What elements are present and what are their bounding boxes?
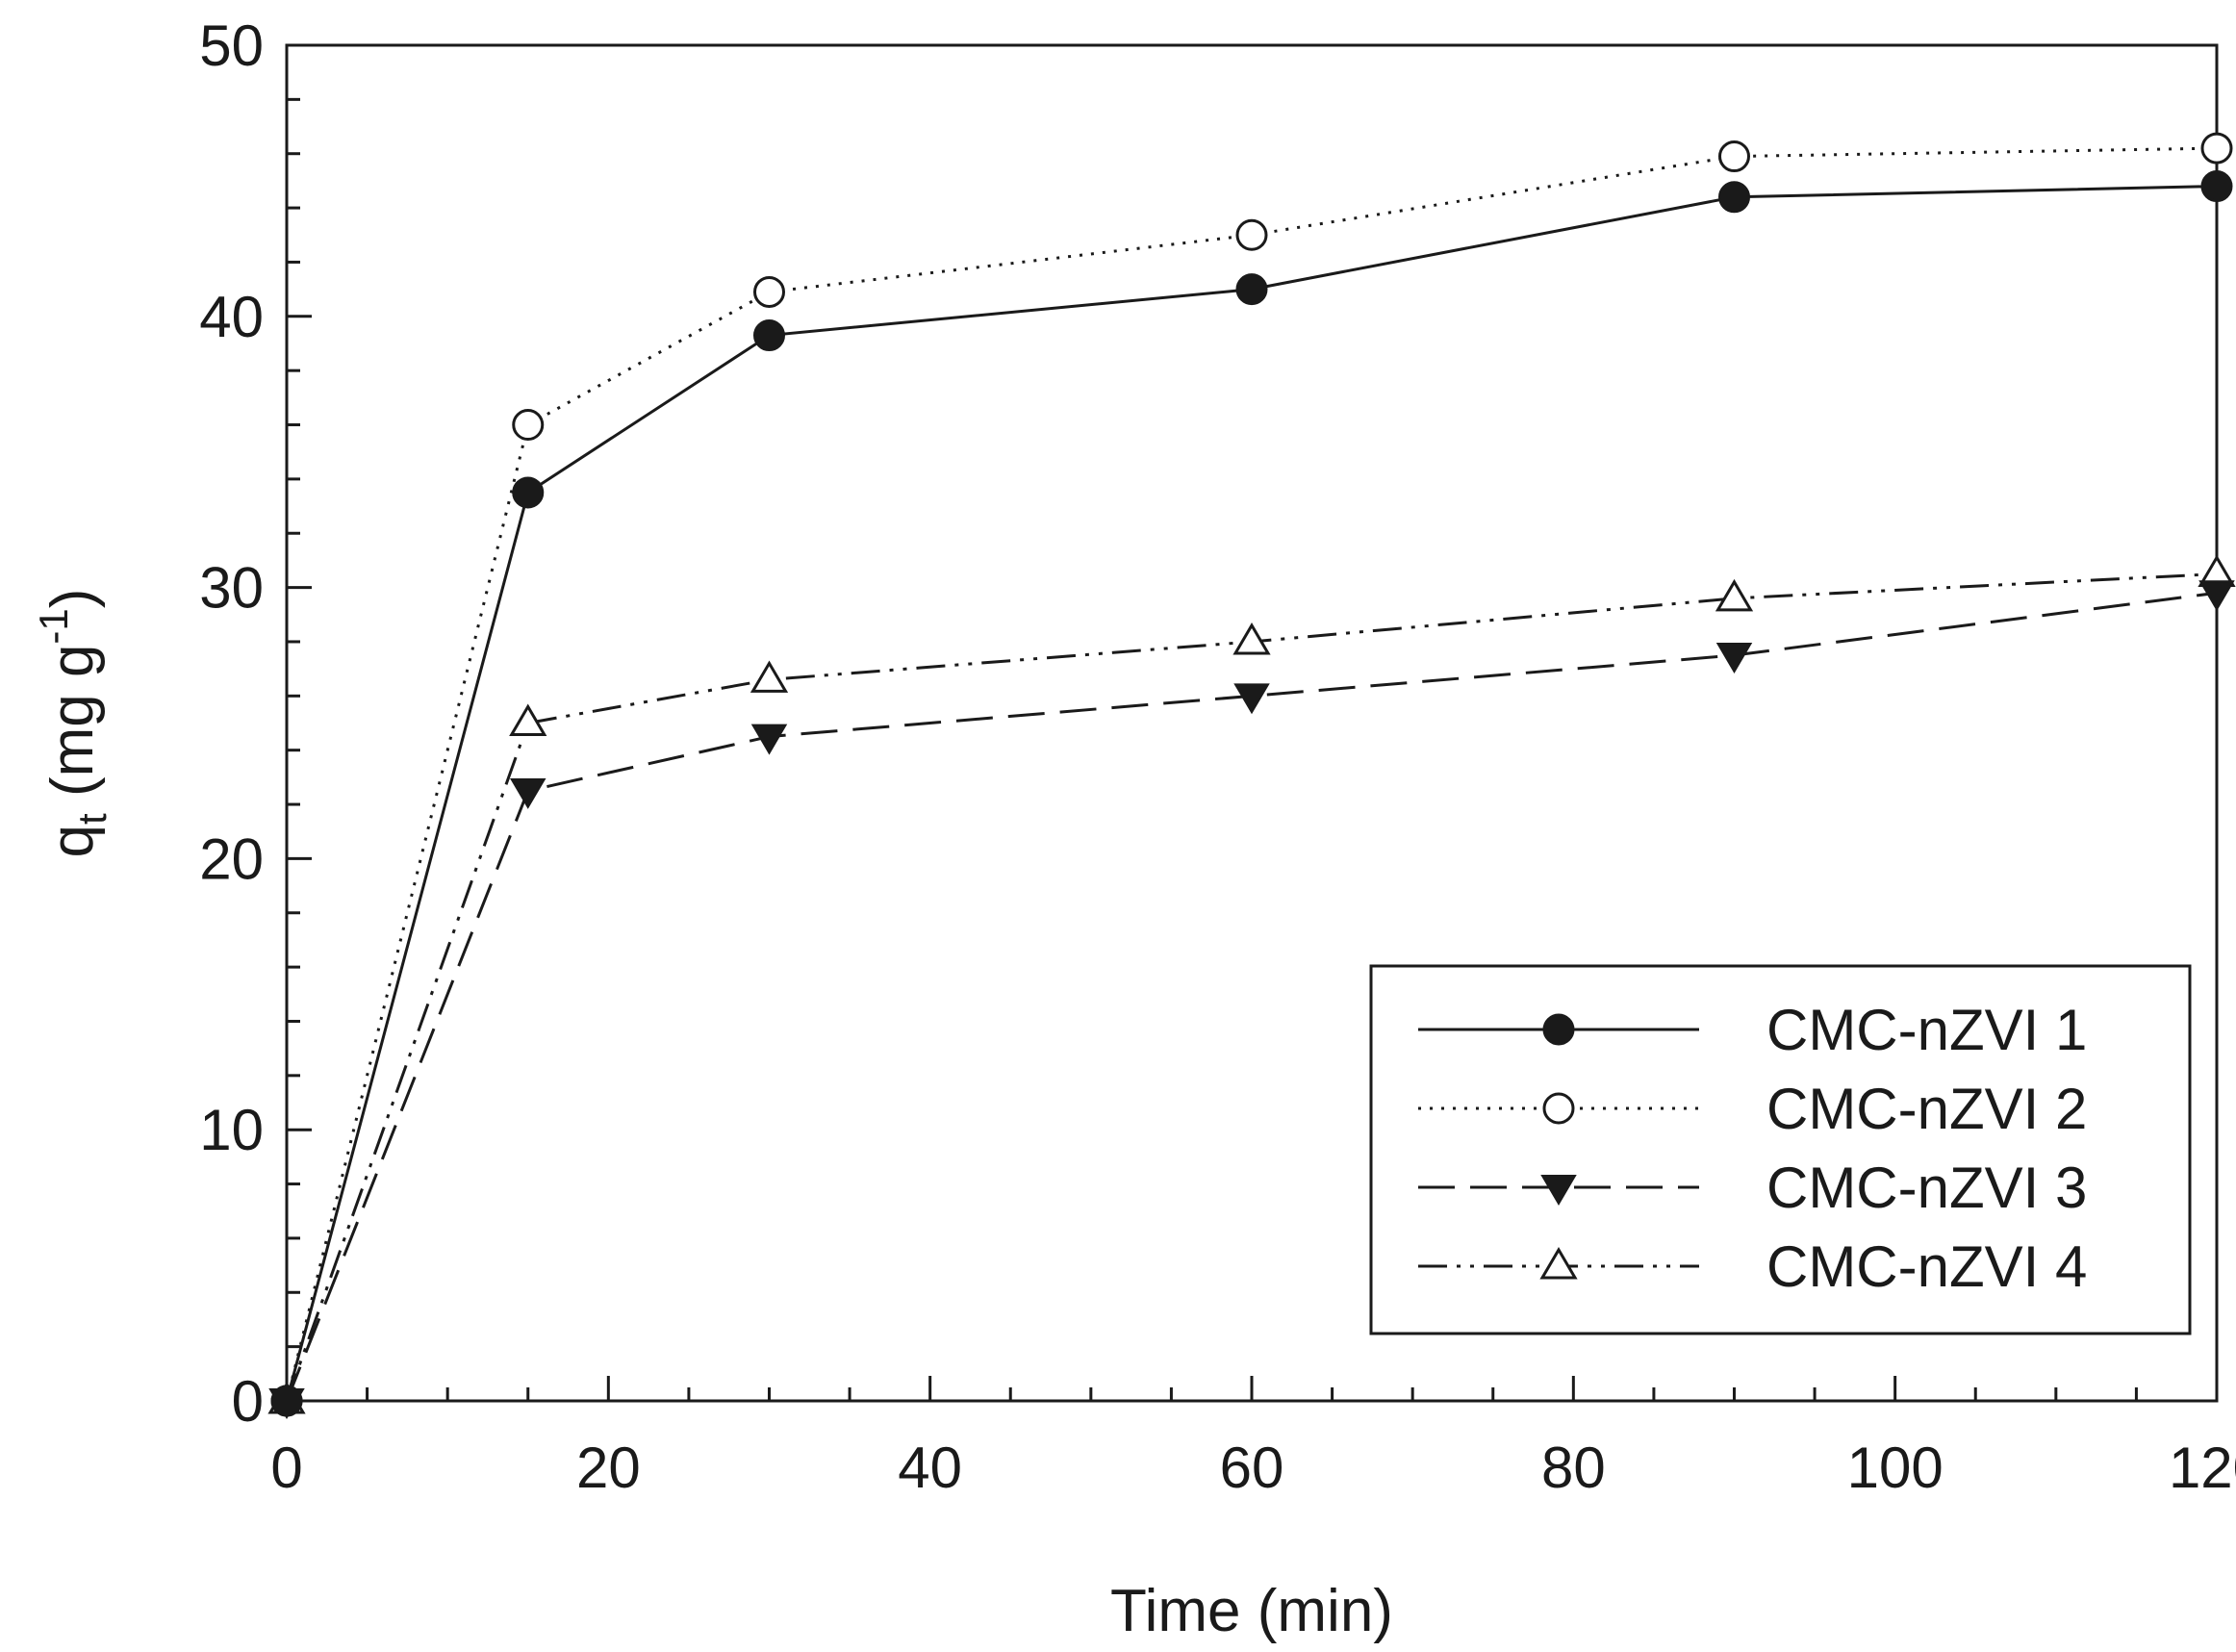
y-tick-label: 40 [199,285,264,349]
legend-box [1369,964,2192,1335]
series-3-point [510,777,546,809]
legend-item: CMC-nZVI 3 [1418,1156,2087,1220]
series-3-point [2198,580,2235,612]
x-tick-label: 120 [2169,1436,2236,1500]
y-tick-label: 50 [199,13,264,78]
series-1-point [1718,181,1750,214]
series-2-point [2200,132,2233,165]
x-tick-label: 20 [576,1436,641,1500]
series-3-point [1715,643,1753,674]
series-3-point [750,724,788,755]
series-2-point [1235,218,1268,251]
y-tick-label: 10 [199,1098,264,1162]
series-3 [268,580,2235,1419]
x-tick-label: 100 [1847,1436,1944,1500]
legend-label: CMC-nZVI 3 [1766,1156,2087,1220]
legend-marker [1540,1175,1577,1206]
legend-item: CMC-nZVI 4 [1418,1234,2087,1299]
series-2-point [753,275,785,308]
series-1-point [270,1385,303,1417]
legend-item: CMC-nZVI 2 [1418,1077,2087,1141]
series-layer [267,132,2236,1419]
legend-marker [1542,1013,1575,1046]
legend-marker [1542,1092,1575,1125]
x-axis-title: Time (min) [1110,1578,1393,1644]
series-1 [270,170,2233,1417]
series-1-line [285,185,2218,1402]
series-3-point [1233,683,1270,715]
series-1-point [753,319,785,352]
legend-label: CMC-nZVI 4 [1766,1234,2087,1299]
y-axis-title: qt (mg g-1) [31,589,114,858]
series-4-point [1232,622,1271,655]
y-tick-label: 0 [232,1369,264,1434]
series-1-point [1235,273,1268,306]
series-1-point [512,476,545,509]
y-tick-label: 30 [199,556,264,621]
y-tick-label: 20 [199,826,264,891]
x-tick-label: 60 [1220,1436,1284,1500]
legend-label: CMC-nZVI 2 [1766,1077,2087,1141]
legend-label: CMC-nZVI 1 [1766,998,2087,1062]
series-4-line [285,572,2218,1402]
series-1-point [2200,170,2233,203]
x-tick-label: 40 [898,1436,962,1500]
series-4-point [509,703,547,736]
axes: 0 20 40 60 80 100 120 0 10 20 30 40 50 Time (min) qt (… [31,13,2236,1644]
series-4-point [1715,578,1754,612]
legend: CMC-nZVI 1 CMC-nZVI 2 CMC-nZVI 3 CMC-nZVI 4 [1369,964,2192,1335]
x-tick-label: 80 [1541,1436,1606,1500]
x-tick-label: 0 [270,1436,302,1500]
legend-marker [1539,1247,1578,1280]
series-2-point [1718,140,1750,173]
series-3-line [285,591,2218,1402]
series-2-point [512,409,545,442]
series-4-point [750,660,789,693]
legend-item: CMC-nZVI 1 [1418,998,2087,1062]
